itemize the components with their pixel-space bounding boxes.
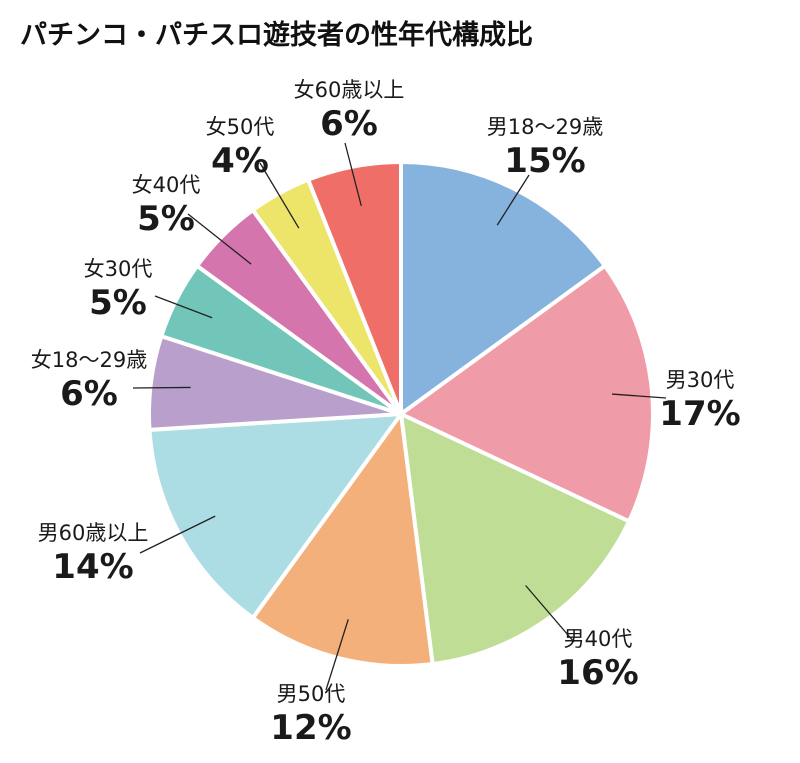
chart-title: パチンコ・パチスロ遊技者の性年代構成比 (20, 19, 533, 51)
pie-slice (399, 160, 607, 416)
slice-label: 男50代 (277, 682, 346, 706)
leader-line (325, 619, 349, 691)
slice-label: 女30代 (84, 257, 153, 281)
slice-label: 女60歳以上 (294, 78, 405, 102)
slice-label: 男18〜29歳 (487, 115, 603, 139)
leader-line (525, 585, 575, 643)
leader-line (259, 162, 300, 229)
slice-label: 男40代 (564, 627, 633, 651)
slice-label: 男60歳以上 (38, 521, 149, 545)
leader-line (132, 386, 191, 389)
slice-percent: 5% (137, 199, 195, 239)
slice-label: 女40代 (132, 173, 201, 197)
pie-slices (147, 160, 655, 668)
leader-line (612, 393, 667, 399)
slice-percent: 15% (504, 141, 585, 181)
leader-line (154, 295, 213, 319)
slice-percent: 12% (270, 708, 351, 748)
leader-line (187, 213, 252, 265)
slice-percent: 6% (320, 104, 378, 144)
slice-percent: 6% (60, 374, 118, 414)
slice-label: 女18〜29歳 (31, 348, 147, 372)
slice-percent: 5% (89, 283, 147, 323)
slice-percent: 14% (52, 547, 133, 587)
pie-slice (306, 160, 403, 416)
slice-percent: 4% (211, 141, 269, 181)
leader-lines (132, 142, 667, 691)
slice-percent: 16% (557, 653, 638, 693)
pie-slice (250, 412, 435, 668)
leader-line (344, 142, 362, 206)
slice-label: 女50代 (206, 115, 275, 139)
pie-slice (399, 263, 655, 524)
slice-label: 男30代 (666, 368, 735, 392)
leader-line (139, 515, 216, 554)
pie-slice (147, 412, 403, 620)
slice-percent: 17% (659, 394, 740, 434)
pie-slice (399, 412, 632, 667)
leader-line (496, 174, 530, 226)
